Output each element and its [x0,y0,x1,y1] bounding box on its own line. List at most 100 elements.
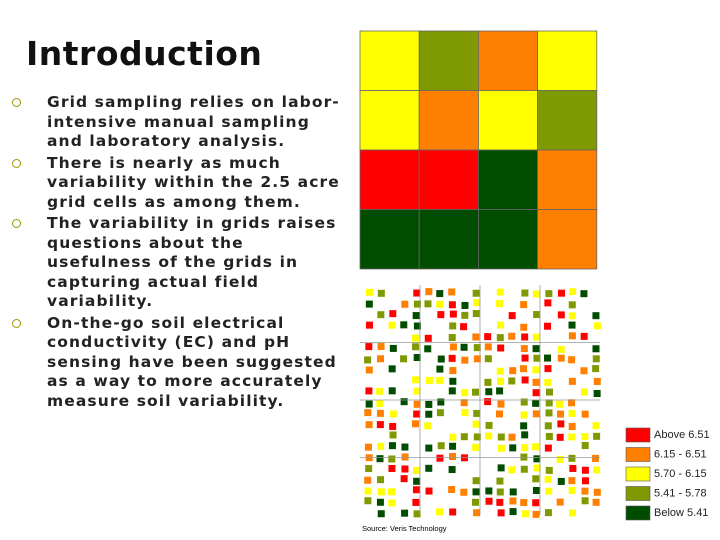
sample-point [581,442,589,450]
sample-point [532,487,540,495]
sample-point [449,442,457,450]
sample-point [448,387,456,395]
sample-point [592,454,600,462]
sample-point [544,299,552,307]
sample-point [461,311,469,319]
sample-point [557,420,565,428]
sample-point [520,301,528,309]
sample-point [592,498,600,506]
sample-point [557,477,565,485]
sample-point [376,421,384,429]
sample-point [593,488,601,496]
sample-point [424,334,432,342]
sample-point [448,301,456,309]
sample-point [521,289,529,297]
sample-point [545,466,553,474]
bullet: On-the-go soil electrical conductivity (… [0,314,347,412]
sample-point [389,431,397,439]
grid-cell [477,90,538,151]
sample-point [497,444,505,452]
sample-point [412,486,420,494]
sample-point [436,508,444,516]
sample-point [533,311,541,319]
sample-point [532,443,540,451]
sample-point [557,289,565,297]
sample-point [449,508,457,516]
sample-point [401,453,409,461]
sample-point [593,466,601,474]
sample-point [497,344,505,352]
sample-point [437,311,445,319]
sample-point [365,400,373,408]
sample-point [592,312,600,320]
sample-point [569,509,577,517]
sample-point [532,378,540,386]
sample-point [532,510,540,518]
sample-point [520,465,528,473]
sample-point [436,290,444,298]
sample-point [509,508,517,516]
sample-point [545,399,553,407]
sample-point [449,367,457,375]
bullet-list: Grid sampling relies on labor-intensive … [0,93,350,413]
sample-point [413,400,421,408]
sample-point [544,475,552,483]
sample-point [364,443,372,451]
sample-point [449,453,457,461]
sample-point [448,466,456,474]
sample-point [532,410,540,418]
legend-label: 5.70 - 6.15 [654,468,707,480]
sample-point [425,376,433,384]
grid-cell [418,209,479,270]
sample-point [460,433,468,441]
sample-point [424,300,432,308]
sample-point [365,421,373,429]
sample-point [496,488,504,496]
sample-point [581,477,589,485]
sample-point [497,321,505,329]
sample-point [413,387,421,395]
sample-point [413,354,421,362]
sample-point [520,453,528,461]
sample-point [376,409,384,417]
sample-point [401,465,409,473]
sample-point [568,433,576,441]
sample-point [484,398,492,406]
sample-point [592,345,600,353]
grid-cell [537,90,598,151]
sample-point [521,354,529,362]
sample-point [472,498,480,506]
grid-cell [359,90,420,151]
legend-label: 6.15 - 6.51 [654,448,707,460]
sample-point [556,455,564,463]
sample-point [413,300,421,308]
sample-point [365,387,373,395]
sample-point [568,321,576,329]
legend-swatch [625,486,651,501]
sample-point [496,367,504,375]
sample-point [485,432,493,440]
sample-point [581,410,589,418]
sample-point [472,443,480,451]
sample-point [449,310,457,318]
sample-point [364,487,372,495]
sample-point [388,387,396,395]
sample-point [425,444,433,452]
sample-point [473,299,481,307]
sample-point [592,355,600,363]
sample-point [473,409,481,417]
sample-point [448,288,456,296]
legend-swatch [625,427,651,443]
sample-point [448,334,456,342]
sample-point [412,343,420,351]
sample-point [532,366,540,374]
sample-point [460,488,468,496]
sample-point [496,477,504,485]
sample-point [581,433,589,441]
sample-point [436,409,444,417]
sample-point [568,454,576,462]
bullet: The variability in grids raises question… [0,214,347,312]
sample-point [472,333,480,341]
sample-point [592,365,600,373]
sample-point [376,498,384,506]
